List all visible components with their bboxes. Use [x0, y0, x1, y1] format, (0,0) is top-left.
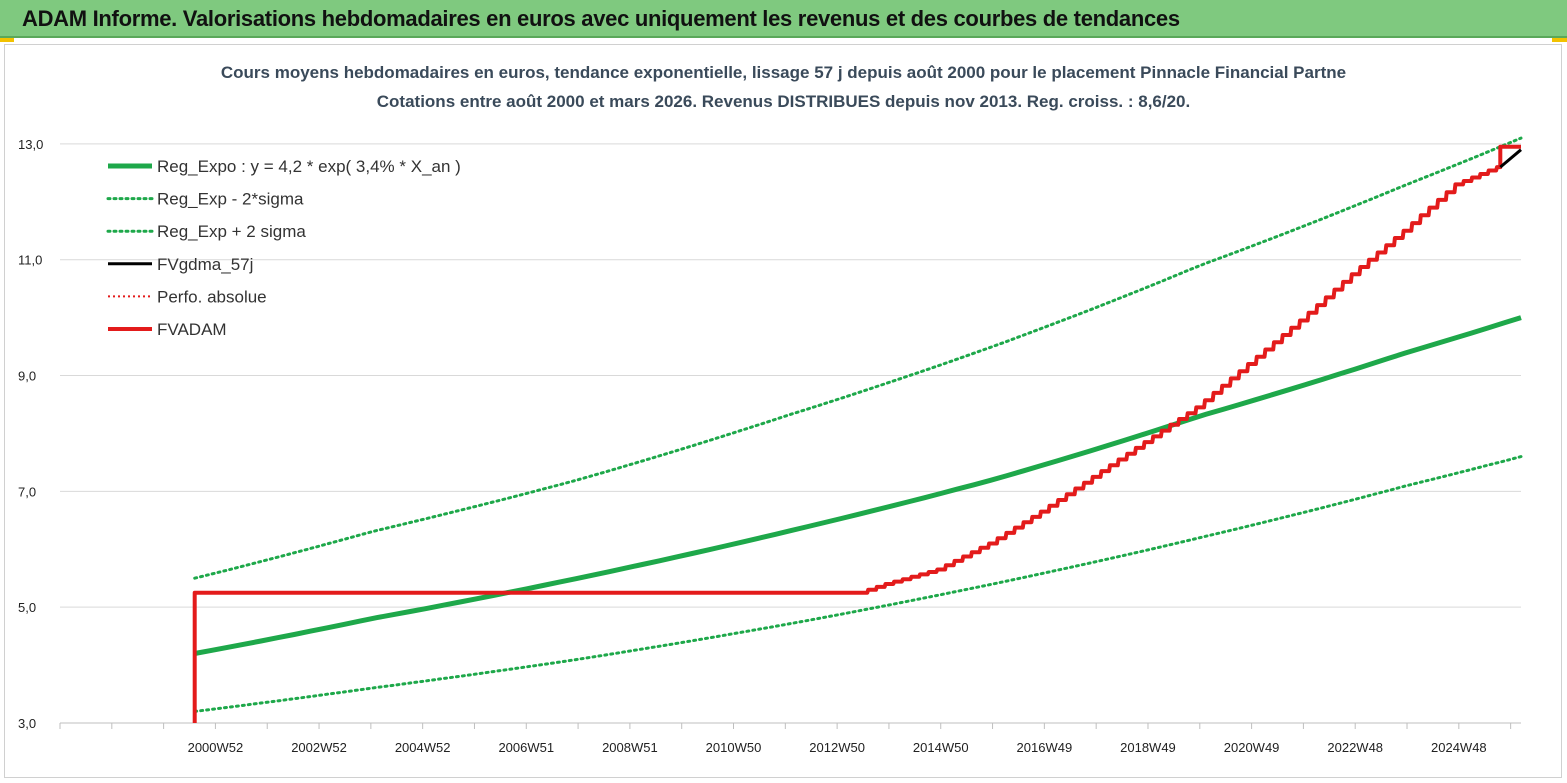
series-line-0: [194, 315, 1522, 656]
x-tick-label: 2018W49: [1120, 740, 1176, 755]
x-tick-label: 2012W50: [809, 740, 865, 755]
x-tick-label: 2004W52: [395, 740, 451, 755]
x-tick-label: 2020W49: [1224, 740, 1280, 755]
series-line-2: [193, 136, 1523, 580]
page-title: ADAM Informe. Valorisations hebdomadaire…: [22, 6, 1180, 31]
series-line-3: [1499, 148, 1522, 169]
x-tick-label: 2022W48: [1327, 740, 1383, 755]
x-tick-label: 2000W52: [188, 740, 244, 755]
y-tick-label: 7,0: [18, 484, 36, 499]
x-tick-label: 2024W48: [1431, 740, 1487, 755]
legend-label-5: FVADAM: [157, 320, 227, 339]
series-line-1: [193, 455, 1523, 713]
x-tick-label: 2006W51: [498, 740, 554, 755]
chart-title: Cours moyens hebdomadaires en euros, ten…: [220, 63, 1347, 82]
y-tick-label: 9,0: [18, 369, 36, 384]
y-tick-label: 5,0: [18, 600, 36, 615]
y-tick-label: 13,0: [18, 137, 43, 152]
series-line-5: [192, 144, 1521, 723]
legend-label-4: Perfo. absolue: [157, 287, 267, 306]
x-tick-label: 2010W50: [706, 740, 762, 755]
x-tick-label: 2008W51: [602, 740, 658, 755]
legend-label-1: Reg_Exp - 2*sigma: [157, 190, 304, 209]
chart-frame: [4, 44, 1562, 778]
legend-label-3: FVgdma_57j: [157, 255, 253, 274]
legend-label-2: Reg_Exp + 2 sigma: [157, 222, 306, 241]
x-tick-label: 2016W49: [1017, 740, 1073, 755]
x-tick-label: 2002W52: [291, 740, 347, 755]
x-tick-label: 2014W50: [913, 740, 969, 755]
chart-subtitle: Cotations entre août 2000 et mars 2026. …: [376, 92, 1191, 111]
header-banner: ADAM Informe. Valorisations hebdomadaire…: [0, 0, 1567, 38]
legend-label-0: Reg_Expo : y = 4,2 * exp( 3,4% * X_an ): [157, 157, 461, 176]
accent-mark-left: [0, 38, 14, 42]
accent-mark-right: [1552, 38, 1567, 42]
y-tick-label: 3,0: [18, 716, 36, 731]
y-tick-label: 11,0: [18, 253, 42, 268]
